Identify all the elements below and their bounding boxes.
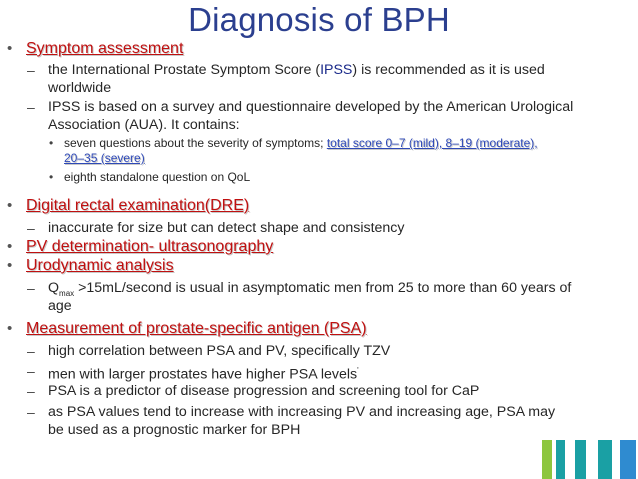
bar-teal [598,440,612,479]
heading-symptom-assessment[interactable]: Symptom assessment [26,40,184,57]
psa-item-3: PSA is a predictor of disease progressio… [48,383,480,399]
bullet-dash: – [27,363,35,379]
bullet-dash: – [27,220,35,236]
score-range-link[interactable]: total score 0–7 (mild), 8–19 (moderate), [326,136,538,150]
qol-line: eighth standalone question on QoL [64,170,251,184]
dre-item: inaccurate for size but can detect shape… [48,220,405,236]
bullet-dash: – [27,343,35,359]
bullet-dot: • [49,136,54,150]
slide-title: Diagnosis of BPH [188,1,450,38]
bullet-dot: • [7,320,13,337]
bar-green [542,440,552,479]
ipss-text-a: the International Prostate Symptom Score… [48,62,321,78]
qmax-sub: max [59,288,75,298]
bullet-dash: – [27,404,35,420]
psa-item-4-cont: be used as a prognostic marker for BPH [48,422,301,438]
bullet-dash: – [27,280,35,296]
bar-teal [556,440,565,479]
survey-line: IPSS is based on a survey and questionna… [48,99,574,115]
psa-item-2: men with larger prostates have higher PS… [48,362,633,384]
ipss-line-cont: worldwide [48,80,112,96]
bullet-dot: • [7,257,13,274]
score-range-link-cont[interactable]: 20–35 (severe) [64,151,145,165]
bullet-dash: – [27,99,35,115]
bar-teal [575,440,586,479]
qmax-text: >15mL/second is usual in asymptomatic me… [74,280,572,296]
psa-item-1: high correlation between PSA and PV, spe… [48,343,391,359]
bullet-dash: – [27,62,35,78]
heading-pv-determination[interactable]: PV determination- ultrasonography [26,238,274,255]
heading-urodynamic-analysis[interactable]: Urodynamic analysis [26,257,174,274]
heading-psa[interactable]: Measurement of prostate-specific antigen… [26,320,367,337]
bullet-dot: • [49,170,54,184]
decorative-color-bars [542,440,638,479]
heading-dre[interactable]: Digital rectal examination(DRE) [26,197,250,214]
psa-item-2-mark: ' [357,366,359,375]
severity-text: seven questions about the severity of sy… [64,136,324,150]
bullet-dot: • [7,40,13,57]
ipss-text-b: ) is recommended as it is used [352,62,545,78]
severity-line-cont: 20–35 (severe) [64,151,634,166]
qmax-line: Qmax >15mL/second is usual in asymptomat… [48,279,633,303]
ipss-line: the International Prostate Symptom Score… [48,61,633,79]
bullet-dot: • [7,197,13,214]
survey-line-cont: Association (AUA). It contains: [48,117,240,133]
psa-item-4: as PSA values tend to increase with incr… [48,404,556,420]
bar-blue [620,440,636,479]
qmax-line-cont: age [48,298,72,314]
ipss-abbr: IPSS [320,62,353,78]
severity-line: seven questions about the severity of sy… [64,136,634,151]
qmax-q: Q [48,280,60,296]
psa-item-2-text: men with larger prostates have higher PS… [48,366,358,383]
bullet-dot: • [7,238,13,255]
bullet-dash: – [27,383,35,399]
